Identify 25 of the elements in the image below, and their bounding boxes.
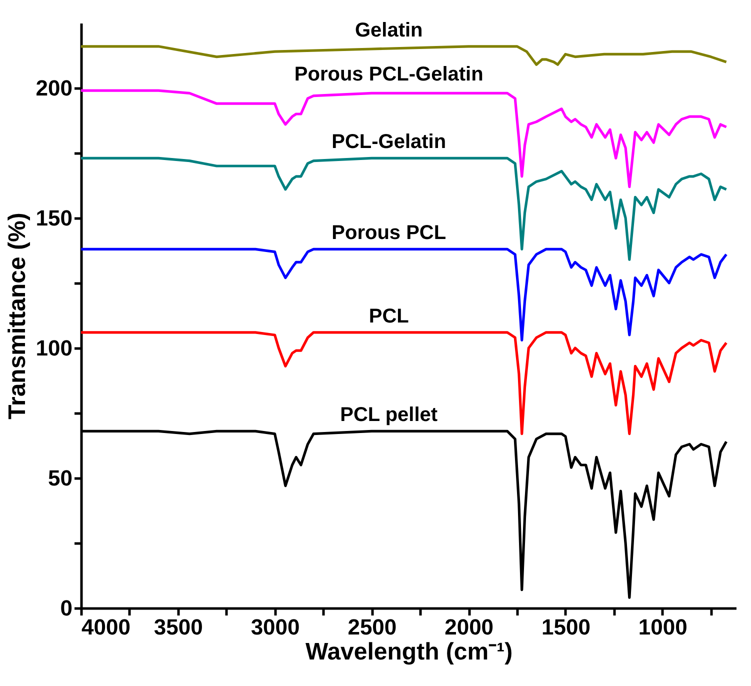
line-series	[80, 45, 728, 66]
x-tick-label: 3000	[250, 614, 300, 640]
series-label: Porous PCL-Gelatin	[294, 64, 484, 86]
x-tick-label: 2000	[444, 614, 494, 640]
series-label: Porous PCL	[332, 222, 446, 244]
x-tick-label: 2500	[348, 614, 397, 640]
line-series	[80, 89, 728, 188]
x-tick-label: 3500	[154, 614, 203, 640]
line-series	[80, 156, 728, 261]
y-tick-label: 100	[36, 336, 72, 360]
x-tick-label: 4000	[82, 614, 130, 640]
y-tick-label: 50	[48, 466, 72, 490]
y-tick-label: 150	[36, 206, 72, 230]
series-label: PCL pellet	[340, 404, 438, 426]
series-label: PCL	[368, 305, 409, 328]
series-label: Gelatin	[354, 19, 423, 42]
series-label: PCL-Gelatin	[332, 131, 446, 154]
x-tick-label: 1000	[638, 614, 688, 640]
x-tick-label: 1500	[541, 614, 590, 640]
line-series	[80, 248, 728, 342]
y-axis-title: Transmittance (%)	[4, 212, 31, 420]
line-series	[80, 331, 728, 436]
y-tick-label: 200	[36, 76, 72, 100]
x-axis-title: Wavelength (cm⁻¹)	[305, 638, 513, 666]
y-tick-label: 0	[60, 596, 72, 620]
